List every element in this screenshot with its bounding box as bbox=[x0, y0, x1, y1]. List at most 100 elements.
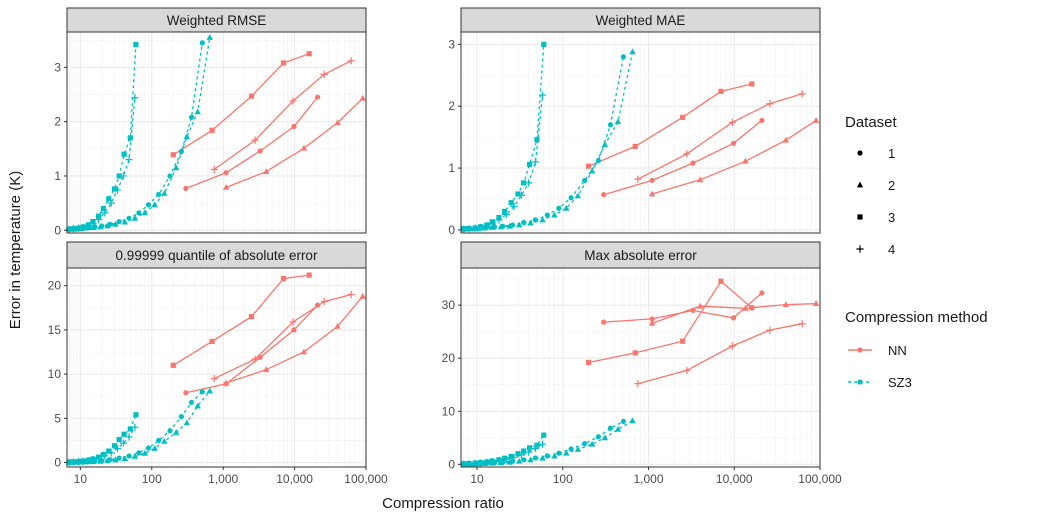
legend-title-method: Compression method bbox=[845, 309, 988, 326]
marker-plus bbox=[131, 94, 139, 102]
marker-plus bbox=[113, 186, 121, 194]
marker-triangle bbox=[131, 452, 139, 459]
y-tick-label: 2 bbox=[54, 115, 61, 129]
marker-square bbox=[111, 443, 118, 449]
marker-triangle bbox=[104, 222, 111, 229]
marker-square bbox=[209, 127, 215, 133]
marker-triangle bbox=[121, 218, 129, 225]
series-line-sz3-dataset-3 bbox=[69, 44, 137, 230]
marker-plus bbox=[502, 210, 510, 219]
marker-square bbox=[541, 432, 547, 438]
marker-circle bbox=[145, 445, 152, 451]
marker-plus bbox=[495, 216, 503, 224]
marker-circle bbox=[314, 94, 321, 100]
marker-triangle bbox=[742, 157, 749, 164]
legend-title-dataset: Dataset bbox=[845, 114, 898, 131]
marker-square bbox=[127, 426, 133, 432]
marker-triangle bbox=[222, 183, 230, 190]
marker-triangle bbox=[782, 136, 790, 143]
marker-plus bbox=[510, 202, 518, 211]
marker-plus bbox=[538, 440, 547, 448]
legend-key-point bbox=[857, 347, 863, 353]
marker-circle bbox=[136, 450, 142, 456]
marker-square bbox=[680, 338, 686, 344]
marker-triangle bbox=[629, 48, 636, 55]
marker-triangle bbox=[97, 223, 104, 230]
y-tick-label: 1 bbox=[448, 161, 455, 175]
marker-triangle bbox=[112, 456, 119, 463]
marker-plus bbox=[798, 320, 806, 328]
marker-circle bbox=[607, 425, 614, 431]
marker-circle bbox=[582, 441, 588, 447]
marker-triangle bbox=[614, 118, 622, 125]
marker-triangle bbox=[121, 455, 129, 461]
marker-triangle bbox=[614, 425, 622, 432]
marker-triangle bbox=[527, 456, 534, 463]
marker-circle bbox=[291, 327, 297, 333]
marker-plus bbox=[79, 457, 87, 465]
marker-triangle bbox=[262, 168, 270, 175]
marker-square bbox=[632, 143, 638, 150]
y-tick-label: 0 bbox=[54, 456, 61, 470]
marker-plus bbox=[531, 158, 540, 166]
legend-label-dataset: 2 bbox=[888, 178, 895, 193]
marker-square bbox=[106, 448, 112, 454]
marker-plus bbox=[251, 136, 259, 144]
marker-plus bbox=[84, 457, 93, 465]
marker-triangle bbox=[194, 402, 201, 409]
x-tick-label: 1,000 bbox=[208, 472, 238, 486]
marker-plus bbox=[766, 326, 774, 334]
marker-square bbox=[541, 41, 547, 47]
marker-triangle bbox=[539, 216, 546, 223]
marker-circle bbox=[601, 192, 607, 198]
x-tick-label: 100,000 bbox=[798, 472, 842, 486]
panel-border bbox=[66, 267, 367, 468]
marker-circle bbox=[759, 290, 765, 296]
marker-circle bbox=[167, 428, 173, 434]
marker-triangle bbox=[183, 133, 191, 140]
marker-triangle bbox=[183, 419, 191, 426]
marker-circle bbox=[857, 150, 863, 156]
marker-triangle bbox=[696, 302, 704, 309]
marker-circle bbox=[116, 218, 122, 225]
legend-label-dataset: 3 bbox=[888, 210, 895, 225]
marker-plus bbox=[465, 225, 473, 233]
marker-plus bbox=[538, 91, 547, 99]
marker-triangle bbox=[161, 437, 168, 444]
marker-circle bbox=[188, 114, 195, 120]
marker-triangle bbox=[104, 457, 111, 464]
marker-triangle bbox=[563, 449, 570, 456]
marker-circle bbox=[183, 185, 189, 192]
marker-circle bbox=[199, 389, 205, 395]
marker-plus bbox=[476, 223, 485, 232]
marker-triangle bbox=[742, 304, 749, 311]
marker-square bbox=[280, 60, 287, 66]
marker-plus bbox=[531, 444, 540, 453]
y-tick-label: 2 bbox=[448, 99, 455, 113]
marker-triangle bbox=[696, 176, 704, 183]
marker-plus bbox=[119, 439, 127, 447]
y-tick-label: 0 bbox=[448, 223, 455, 237]
marker-plus bbox=[107, 199, 115, 207]
y-tick-label: 3 bbox=[54, 60, 61, 74]
marker-plus bbox=[79, 223, 87, 232]
marker-square bbox=[248, 314, 255, 320]
facet-title: 0.99999 quantile of absolute error bbox=[116, 248, 318, 263]
marker-triangle bbox=[151, 445, 158, 451]
marker-square bbox=[585, 163, 592, 169]
panel-border bbox=[460, 267, 821, 468]
y-tick-label: 0 bbox=[54, 223, 61, 237]
marker-triangle bbox=[648, 190, 656, 197]
panel-border bbox=[460, 31, 821, 234]
marker-plus bbox=[465, 460, 473, 468]
marker-plus bbox=[517, 451, 526, 459]
marker-circle bbox=[544, 212, 550, 218]
marker-plus bbox=[483, 222, 491, 230]
marker-square bbox=[526, 161, 533, 167]
marker-plus bbox=[210, 165, 218, 174]
marker-circle bbox=[223, 170, 229, 176]
marker-triangle bbox=[551, 211, 558, 218]
y-tick-label: 30 bbox=[442, 298, 456, 312]
marker-plus bbox=[766, 100, 774, 108]
y-tick-label: 15 bbox=[48, 323, 62, 337]
